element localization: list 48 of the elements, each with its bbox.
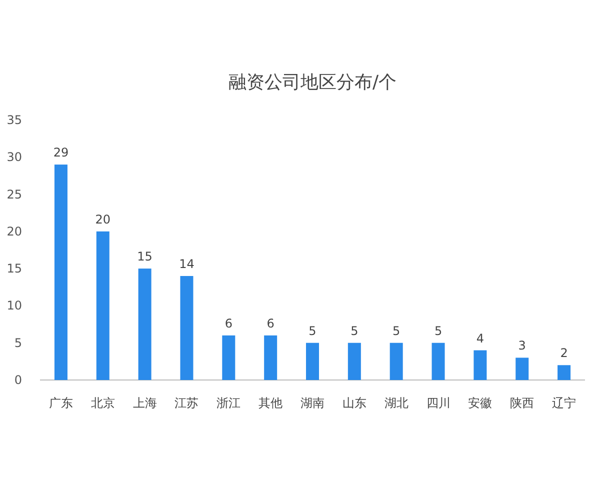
bar [390, 342, 403, 380]
x-tick-label: 山东 [342, 396, 366, 410]
x-tick-label: 四川 [426, 396, 450, 410]
data-label: 4 [476, 331, 484, 346]
bar [558, 365, 571, 380]
x-tick-label: 北京 [90, 396, 115, 410]
x-tick-label: 湖北 [384, 396, 408, 410]
x-tick-label: 辽宁 [552, 396, 576, 410]
data-label: 15 [137, 250, 152, 264]
bar [348, 342, 361, 380]
bar [516, 358, 529, 380]
y-tick-label: 5 [14, 336, 22, 350]
data-label: 2 [560, 346, 568, 360]
x-tick-label: 湖南 [300, 396, 324, 410]
bar [306, 342, 319, 380]
data-label: 6 [224, 316, 232, 330]
data-label: 6 [266, 316, 274, 330]
y-tick-label: 15 [6, 262, 22, 276]
y-tick-label: 0 [14, 373, 22, 387]
y-tick-label: 30 [6, 150, 22, 164]
data-label: 29 [53, 146, 69, 160]
y-tick-label: 35 [6, 113, 22, 127]
x-tick-label: 江苏 [174, 396, 199, 410]
bar [474, 350, 487, 380]
data-label: 5 [350, 324, 358, 338]
x-tick-label: 其他 [258, 396, 283, 410]
data-label: 3 [518, 338, 526, 353]
bar [138, 268, 152, 380]
bar [432, 342, 445, 380]
x-tick-label: 陕西 [510, 396, 534, 410]
bar [96, 231, 110, 380]
data-label: 20 [95, 212, 111, 226]
x-tick-label: 浙江 [216, 396, 241, 410]
bar [180, 276, 194, 380]
data-label: 5 [434, 324, 442, 338]
bar [264, 335, 278, 380]
bar [222, 335, 236, 380]
bar [54, 164, 68, 380]
y-tick-label: 25 [6, 187, 22, 202]
y-tick-label: 10 [6, 298, 22, 313]
data-label: 5 [392, 324, 400, 338]
data-label: 14 [179, 257, 194, 271]
x-tick-label: 上海 [132, 396, 157, 410]
x-tick-label: 安徽 [468, 396, 492, 410]
y-tick-label: 20 [6, 224, 22, 238]
chart-title: 融资公司地区分布/个 [228, 72, 397, 93]
data-label: 5 [308, 324, 316, 338]
x-tick-label: 广东 [48, 396, 73, 410]
